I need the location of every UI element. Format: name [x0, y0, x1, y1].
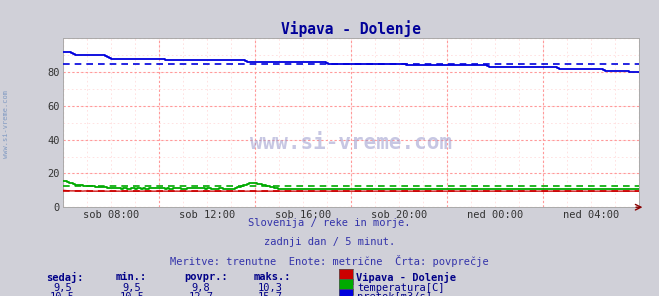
Text: Meritve: trenutne  Enote: metrične  Črta: povprečje: Meritve: trenutne Enote: metrične Črta: … [170, 255, 489, 267]
Text: 9,5: 9,5 [53, 283, 72, 293]
Text: 15,7: 15,7 [258, 292, 283, 296]
Text: zadnji dan / 5 minut.: zadnji dan / 5 minut. [264, 237, 395, 247]
Text: www.si-vreme.com: www.si-vreme.com [3, 90, 9, 158]
Text: 10,5: 10,5 [119, 292, 144, 296]
Text: 9,8: 9,8 [192, 283, 210, 293]
Text: min.:: min.: [115, 272, 146, 282]
Text: 9,5: 9,5 [123, 283, 141, 293]
Text: Slovenija / reke in morje.: Slovenija / reke in morje. [248, 218, 411, 228]
Text: sedaj:: sedaj: [46, 272, 84, 283]
Text: Vipava - Dolenje: Vipava - Dolenje [356, 272, 456, 283]
Text: temperatura[C]: temperatura[C] [357, 283, 445, 293]
Title: Vipava - Dolenje: Vipava - Dolenje [281, 20, 421, 37]
Text: www.si-vreme.com: www.si-vreme.com [250, 133, 452, 153]
Text: 10,3: 10,3 [258, 283, 283, 293]
Text: 12,7: 12,7 [188, 292, 214, 296]
Text: povpr.:: povpr.: [185, 272, 228, 282]
Text: pretok[m3/s]: pretok[m3/s] [357, 292, 432, 296]
Text: 10,5: 10,5 [50, 292, 75, 296]
Text: maks.:: maks.: [254, 272, 291, 282]
